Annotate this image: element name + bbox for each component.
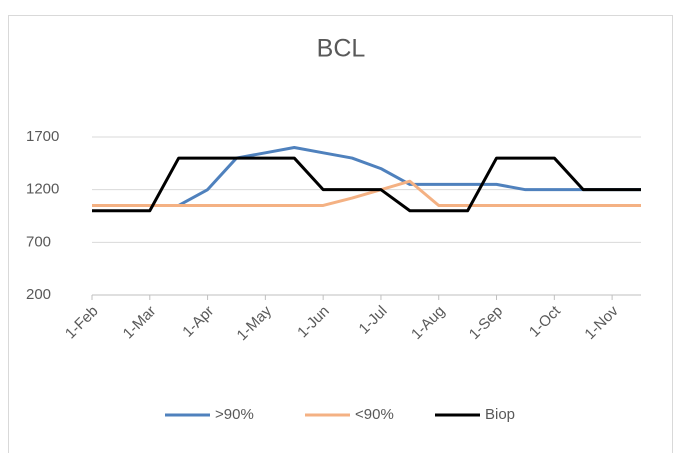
y-tick-label: 200 — [26, 286, 51, 303]
legend-label: Biop — [485, 406, 515, 423]
series-line — [92, 179, 641, 207]
y-tick-label: 1200 — [26, 181, 59, 198]
y-tick-label: 1700 — [26, 128, 59, 145]
chart-border — [8, 15, 673, 453]
chart-title: BCL — [317, 35, 366, 63]
legend-label: >90% — [215, 406, 254, 423]
series-line — [92, 146, 641, 207]
series-line — [92, 156, 641, 213]
y-tick-label: 700 — [26, 233, 51, 250]
legend-label: <90% — [355, 406, 394, 423]
